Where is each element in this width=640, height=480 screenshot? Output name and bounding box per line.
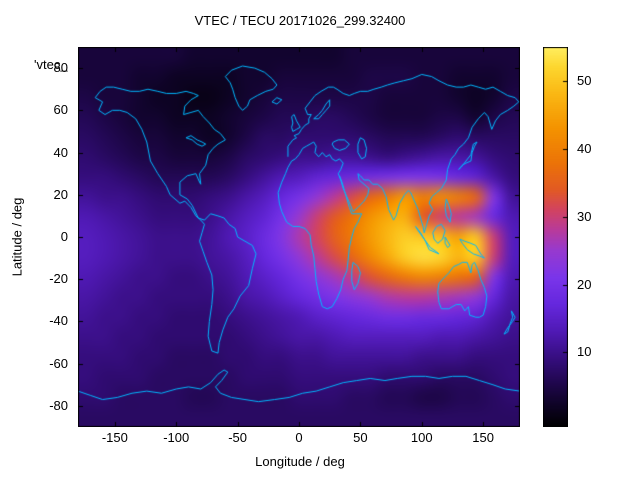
colorbar-canvas [543,47,568,427]
y-tick-label: 60 [53,102,68,118]
chart-title: VTEC / TECU 20171026_299.32400 [194,13,406,28]
y-tick-label: -80 [49,397,68,413]
colorbar-tick-label: 10 [577,344,592,360]
y-tick-label: -20 [49,271,68,287]
colorbar-tick-label: 50 [577,72,592,88]
x-tick-label: -150 [101,430,128,445]
heatmap-canvas [78,47,520,427]
y-tick-label: -60 [49,355,68,371]
y-tick-label: 20 [53,186,68,202]
x-tick-label: -50 [228,430,247,445]
y-axis-label: Latitude / deg [9,197,25,277]
x-tick-label: 50 [353,430,368,445]
x-tick-label: -100 [163,430,190,445]
x-tick-label: 0 [295,430,303,445]
y-tick-label: 0 [60,229,68,244]
plot-key-label: 'vtec_ [34,57,68,72]
y-tick-label: -40 [49,313,68,329]
colorbar-tick-label: 20 [577,276,592,292]
colorbar-tick-label: 30 [577,208,592,224]
x-axis-label: Longitude / deg [255,454,345,469]
x-tick-label: 150 [472,430,494,445]
x-tick-label: 100 [410,430,433,445]
y-tick-label: 80 [53,60,68,76]
y-tick-label: 40 [53,144,68,160]
colorbar-tick-label: 40 [577,140,592,156]
